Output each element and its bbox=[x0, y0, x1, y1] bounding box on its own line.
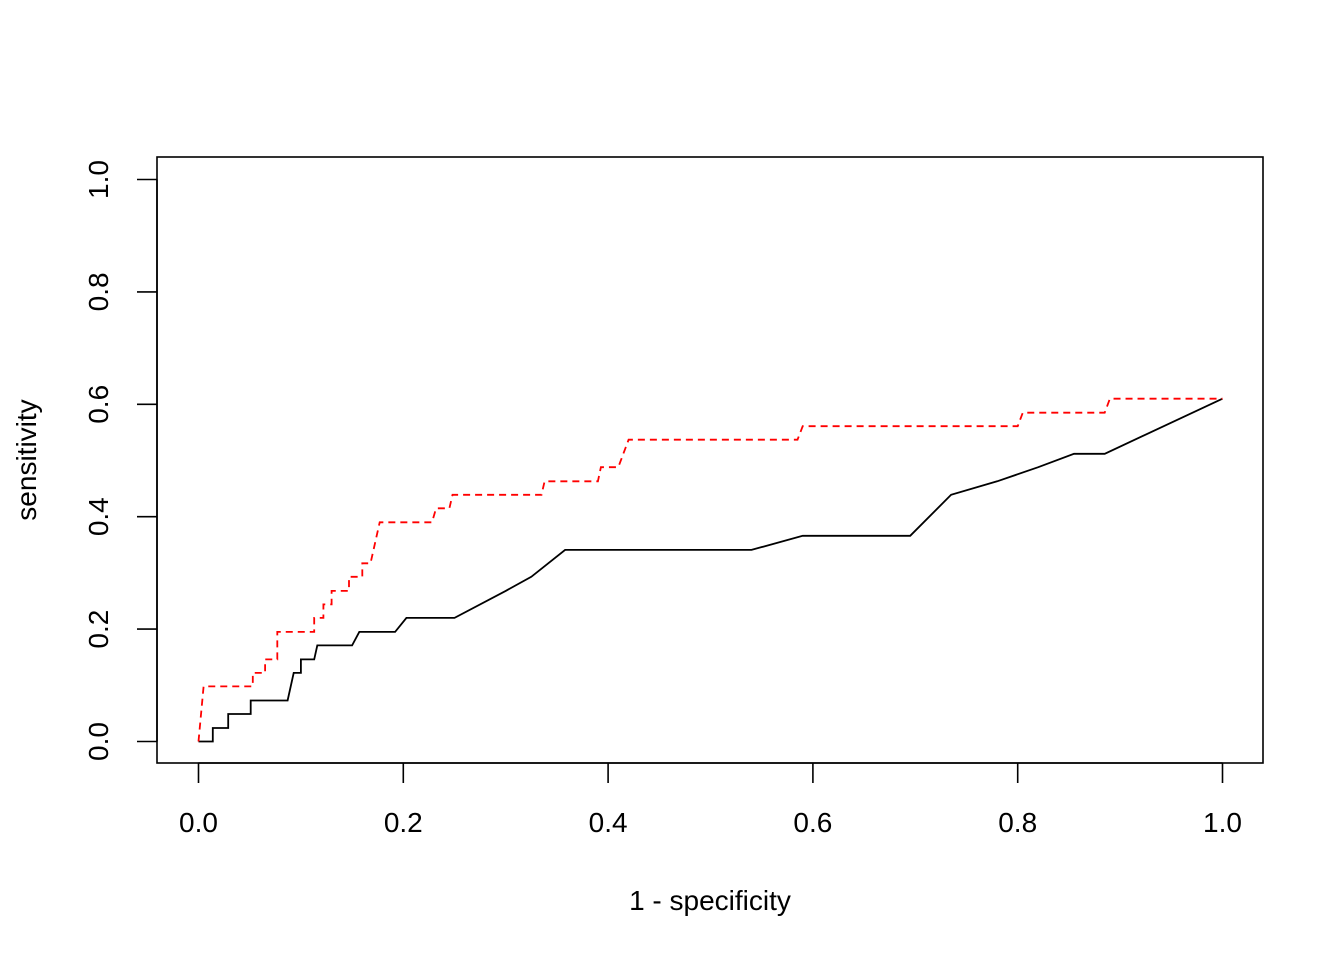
y-tick-label: 0.0 bbox=[83, 722, 114, 761]
x-axis-label: 1 - specificity bbox=[629, 885, 791, 916]
y-tick-label: 1.0 bbox=[83, 160, 114, 199]
plot-frame bbox=[156, 156, 1264, 764]
x-tick-label: 0.8 bbox=[998, 807, 1037, 838]
y-tick-label: 0.8 bbox=[83, 272, 114, 311]
y-axis: 0.0 0.2 0.4 0.6 0.8 1.0 bbox=[83, 160, 158, 761]
roc-curve-solid bbox=[198, 397, 1223, 743]
y-axis-label: sensitivity bbox=[11, 399, 42, 520]
y-tick-label: 0.6 bbox=[83, 385, 114, 424]
y-tick-label: 0.2 bbox=[83, 610, 114, 649]
x-axis: 0.0 0.2 0.4 0.6 0.8 1.0 bbox=[179, 762, 1242, 838]
x-tick-label: 1.0 bbox=[1203, 807, 1242, 838]
roc-curve-dashed bbox=[197, 397, 1223, 742]
x-tick-label: 0.4 bbox=[589, 807, 628, 838]
x-tick-label: 0.0 bbox=[179, 807, 218, 838]
x-tick-label: 0.6 bbox=[793, 807, 832, 838]
x-tick-label: 0.2 bbox=[384, 807, 423, 838]
series-layer bbox=[197, 397, 1223, 743]
y-tick-label: 0.4 bbox=[83, 497, 114, 536]
